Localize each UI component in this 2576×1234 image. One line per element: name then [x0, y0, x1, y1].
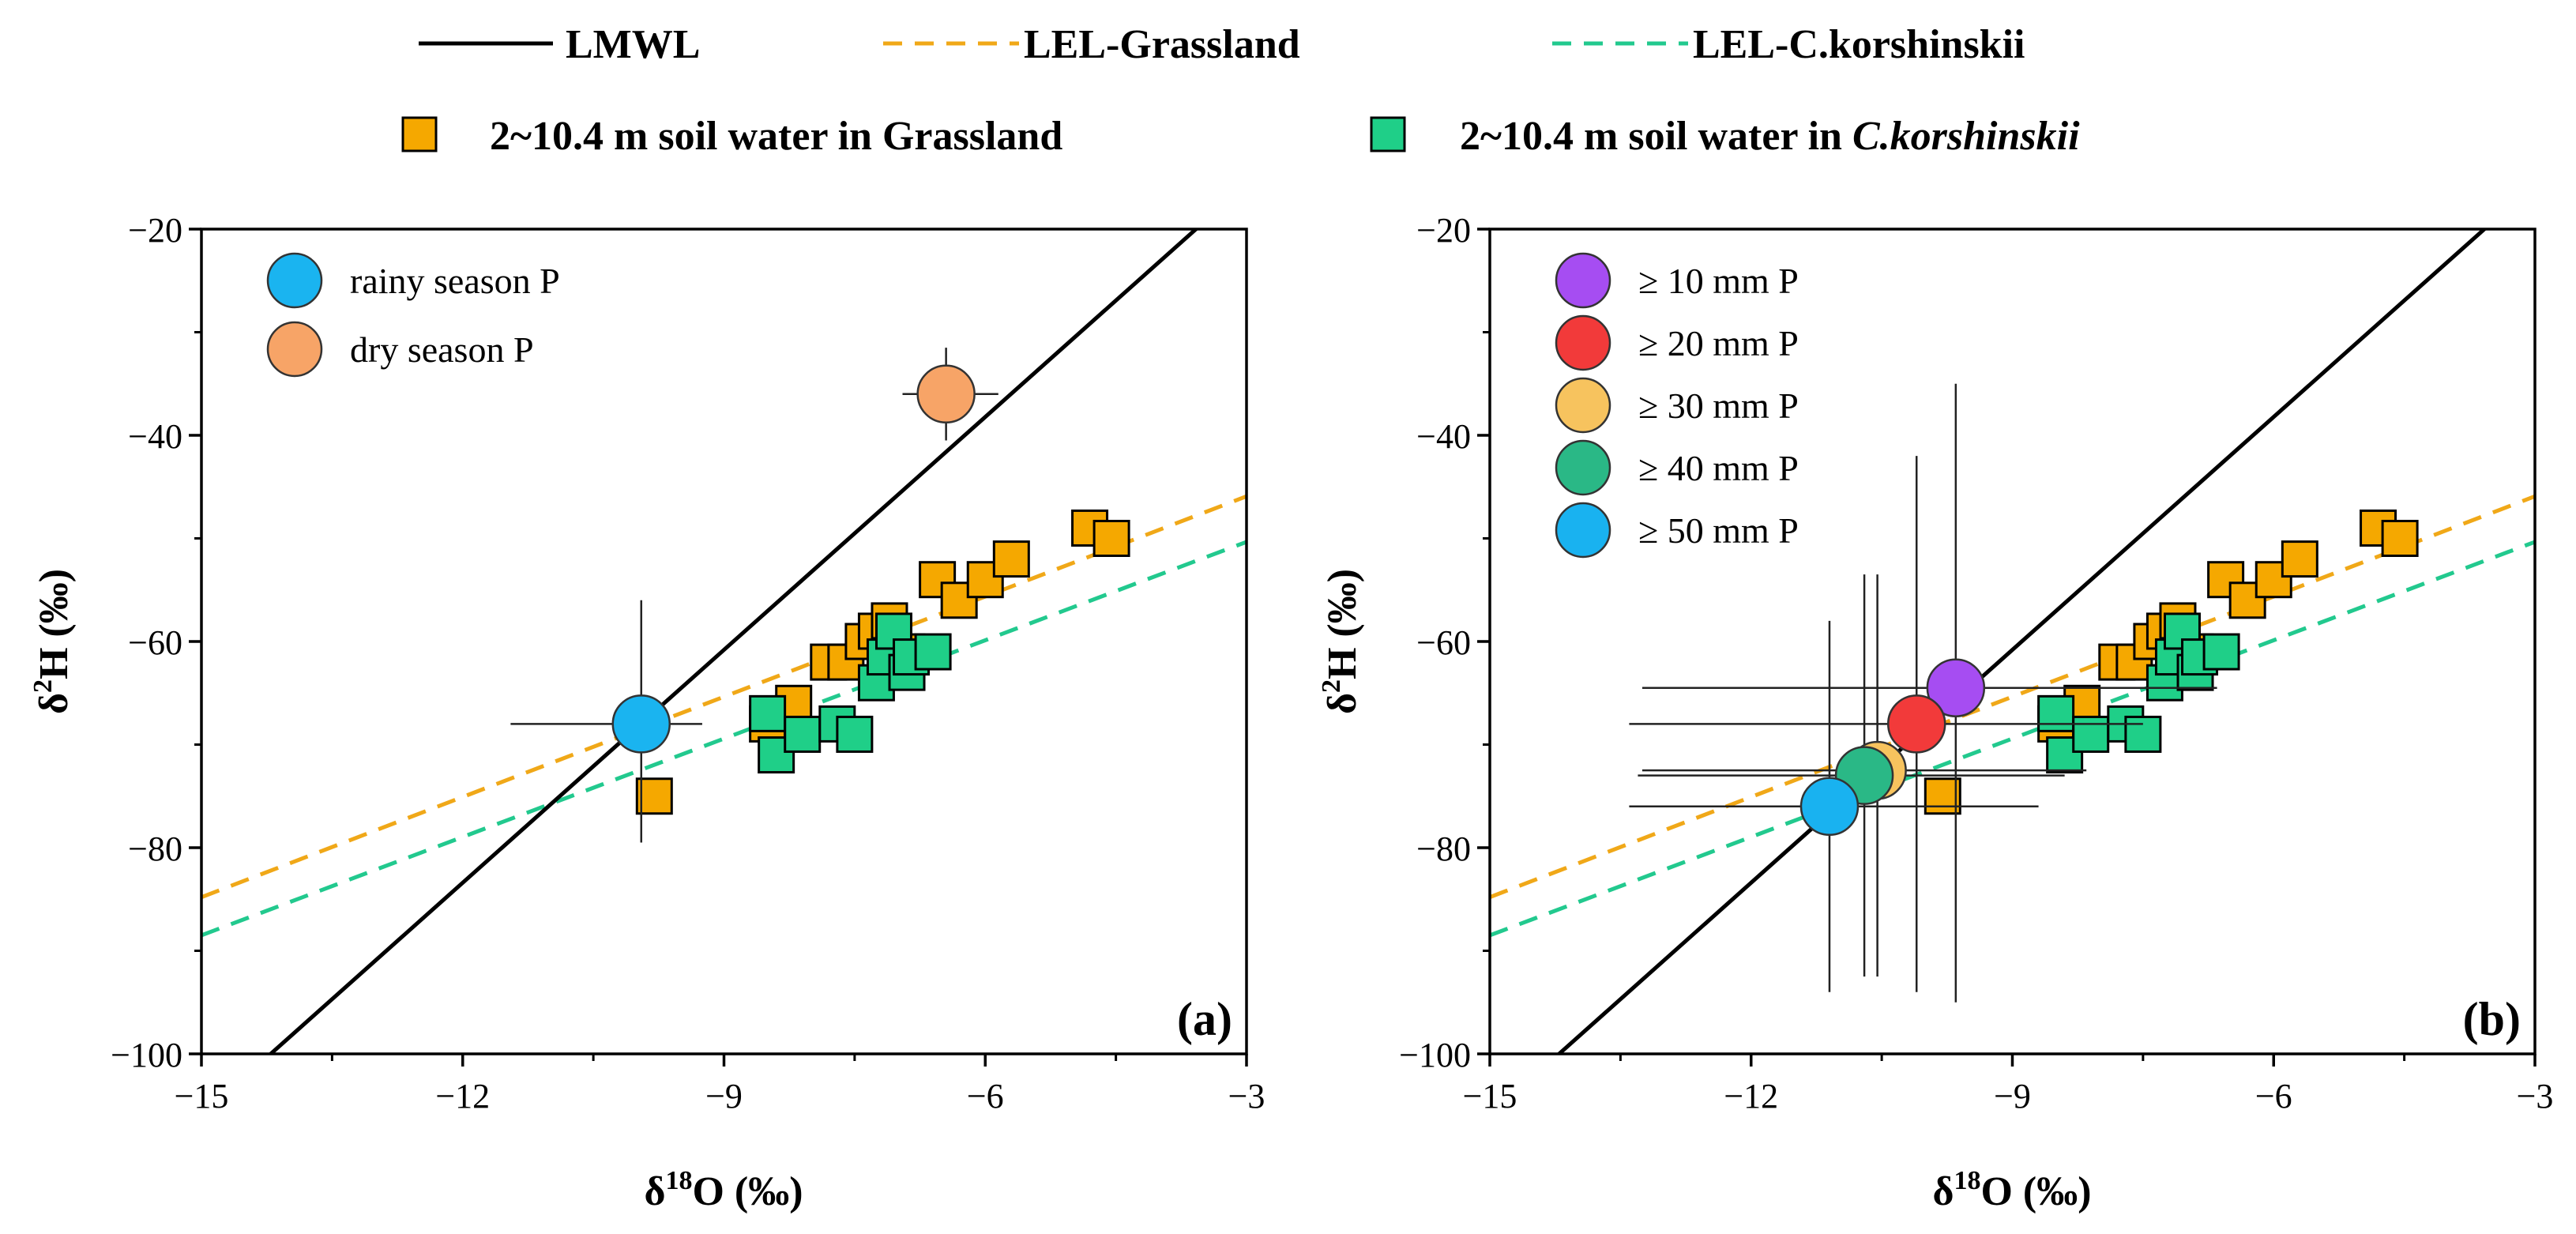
panel-a-x-tick-label: −15 [175, 1077, 229, 1115]
panel-b-y-tick-label: −60 [1416, 623, 1471, 662]
panel-a-y-axis-title-sup: 2 [28, 679, 58, 693]
panel-a-x-tick-label: −12 [435, 1077, 490, 1115]
panel-b-grassland-soil-marker [2281, 540, 2318, 578]
panel-b-inset-legend-marker [1555, 252, 1611, 309]
panel-b-y-axis-title-end: H (‰) [1320, 569, 1365, 679]
panel-b-x-axis-title-end: O (‰) [1980, 1169, 2091, 1214]
panel-b-inset-legend-label: ≥ 20 mm P [1638, 323, 1799, 363]
panel-a-inset-legend-label: dry season P [350, 329, 534, 370]
panel-b-label: (b) [2463, 993, 2521, 1045]
panel-a-x-axis-title-end: O (‰) [692, 1169, 803, 1214]
legend-ck-soil-marker [1370, 116, 1406, 152]
panel-a-ck-soil-marker [749, 694, 787, 732]
panel-a-y-axis-title-base: δ [32, 693, 77, 714]
panel-a-x-tick-label: −9 [705, 1077, 743, 1115]
legend-ck-soil-label: 2~10.4 m soil water in C.korshinskii [1460, 114, 2080, 159]
panel-b-inset-legend-label: ≥ 30 mm P [1638, 386, 1799, 426]
panel-b-inset-legend-label: ≥ 50 mm P [1638, 510, 1799, 551]
panel-b-inset-legend-label: ≥ 40 mm P [1638, 448, 1799, 488]
panel-b-y-tick-label: −40 [1416, 417, 1471, 456]
panel-a-y-tick-label: −80 [128, 830, 182, 868]
panel-a-y-tick-label: −40 [128, 417, 182, 456]
legend-lel-ck-label: LEL-C.korshinskii [1693, 22, 2025, 67]
panel-a-ck-soil-marker [836, 715, 874, 753]
top-legend: LMWL LEL-Grassland LEL-C.korshinskii 2~1… [401, 22, 2080, 159]
panel-a-y-axis-title: δ2H (‰) [28, 569, 77, 714]
panel-b-inset-legend-label: ≥ 10 mm P [1638, 261, 1799, 301]
panel-b-plot [1490, 229, 2535, 1054]
panel-b-y-tick-label: −20 [1416, 211, 1471, 250]
panel-b-x-tick-label: −15 [1463, 1077, 1517, 1115]
panel-a-x-axis-title-base: δ [644, 1169, 665, 1214]
panel-b-x-tick-label: −9 [1994, 1077, 2031, 1115]
panel-a-inset-legend: rainy season P dry season P [266, 252, 560, 378]
panel-a-grassland-soil-marker [635, 777, 673, 815]
panel-b-y-axis-title-base: δ [1320, 693, 1365, 714]
panel-a-inset-legend-marker [266, 321, 323, 378]
panel-a-grassland-soil-marker [992, 540, 1030, 578]
legend-grassland-soil-label: 2~10.4 m soil water in Grassland [490, 114, 1062, 159]
panel-b-grassland-soil-marker [1924, 777, 1961, 815]
panel-b-grassland-soil-marker [2254, 561, 2292, 599]
panel-b-ck-soil-marker [2072, 715, 2110, 753]
panel-a-ck-soil-marker [914, 633, 952, 671]
panel-b-precip-point [1886, 694, 1946, 754]
panel-b-inset-legend-marker [1555, 377, 1611, 434]
panel-a-y-axis-title-end: H (‰) [32, 569, 77, 679]
legend-lel-grassland-label: LEL-Grassland [1024, 22, 1300, 67]
panel-a-y-tick-label: −60 [128, 623, 182, 662]
panel-b-inset-legend-marker [1555, 502, 1611, 559]
panel-b-y-axis-title: δ2H (‰) [1317, 569, 1365, 714]
panel-b-grassland-soil-marker [2381, 520, 2419, 557]
legend-grassland-soil-marker [401, 116, 438, 152]
panel-a-lmwl-line [267, 229, 1199, 1054]
panel-b: −15 −12 −9 −6 −3−100−80−60−40−20 ≥ 10 mm P≥ … [1317, 211, 2553, 1214]
panel-a-grassland-soil-marker [1092, 520, 1130, 557]
panel-b-y-axis-title-sup: 2 [1317, 679, 1346, 693]
panel-a-ticks: −15 −12 −9 −6 −3 −100 −80 −60 −40 −20 [111, 211, 1265, 1115]
panel-a-ck-soil-marker [784, 715, 822, 753]
panel-b-inset-legend-marker [1555, 314, 1611, 371]
panel-b-x-axis-title-base: δ [1932, 1169, 1954, 1214]
panel-b-ck-soil-marker [2124, 715, 2162, 753]
panel-b-x-tick-label: −12 [1724, 1077, 1778, 1115]
panel-b-inset-legend: ≥ 10 mm P ≥ 20 mm P ≥ 30 mm P ≥ 40 mm P ≥ 50… [1555, 252, 1799, 559]
panel-b-lel-grassland-line [1490, 494, 2535, 899]
panel-a-y-tick-label: −100 [111, 1036, 182, 1074]
panel-b-ck-soil-marker [2037, 694, 2075, 732]
panel-a-precip-point [916, 364, 976, 424]
panel-b-lel-ck-line [1490, 540, 2535, 938]
panel-a-plot [201, 229, 1247, 1054]
panel-a-x-tick-label: −3 [1228, 1077, 1265, 1115]
panel-b-x-axis-title: δ18O (‰) [1932, 1166, 2091, 1214]
panel-a-lel-grassland-line [201, 494, 1247, 899]
panel-a-y-tick-label: −20 [128, 211, 182, 250]
panel-b-x-tick-label: −3 [2517, 1077, 2554, 1115]
panel-a-x-axis-title-sup: 18 [665, 1166, 692, 1195]
panel-b-precip-point [1799, 777, 1860, 837]
panel-b-y-tick-label: −80 [1416, 830, 1471, 868]
panel-b-x-axis-title-sup: 18 [1954, 1166, 1980, 1195]
panel-b-ticks: −15 −12 −9 −6 −3 −100 −80 −60 −40 −20 [1399, 211, 2553, 1115]
panel-a-lel-ck-line [201, 540, 1247, 938]
panel-a-inset-legend-label: rainy season P [350, 261, 560, 301]
panel-b-x-tick-label: −6 [2255, 1077, 2292, 1115]
panel-b-lmwl-line [1555, 229, 2488, 1054]
panel-a-x-axis-title: δ18O (‰) [644, 1166, 803, 1214]
panel-b-inset-legend-marker [1555, 439, 1611, 496]
legend-lmwl-label: LMWL [566, 22, 700, 67]
panel-a: −15 −12 −9 −6 −3 −100 −80 −60 −40 −20 rainy seaso… [28, 211, 1265, 1214]
panel-b-ck-soil-marker [2202, 633, 2240, 671]
legend-ck-soil-prefix: 2~10.4 m soil water in [1460, 114, 1852, 159]
panel-a-grassland-soil-marker [919, 561, 957, 599]
panel-a-precip-point [611, 694, 671, 754]
panel-a-inset-legend-marker [266, 252, 323, 309]
legend-ck-soil-italic: C.korshinskii [1852, 114, 2080, 159]
panel-a-x-tick-label: −6 [967, 1077, 1004, 1115]
panel-a-label: (a) [1177, 993, 1232, 1045]
panel-b-precip-point [1926, 658, 1986, 717]
panel-b-y-tick-label: −100 [1399, 1036, 1471, 1074]
